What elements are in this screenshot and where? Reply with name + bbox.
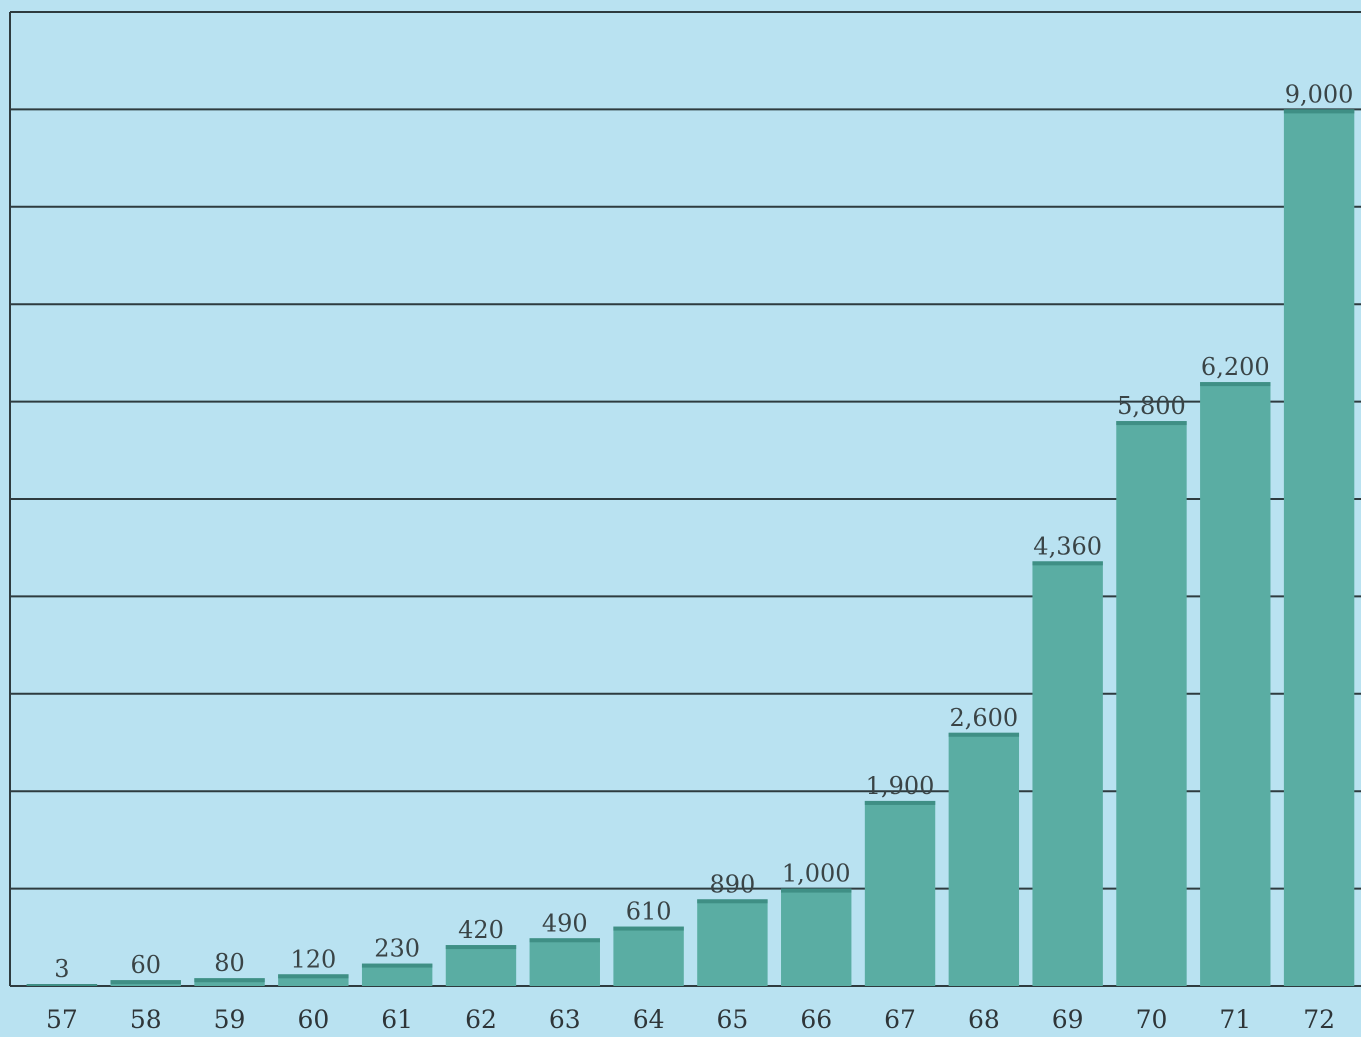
bar-71 <box>1200 382 1271 986</box>
value-label-61: 230 <box>374 935 420 963</box>
bar-top-edge <box>1200 382 1271 387</box>
x-tick-label-59: 59 <box>214 1005 246 1032</box>
bar-65 <box>697 899 768 986</box>
x-tick-label-62: 62 <box>465 1005 497 1032</box>
bar-top-edge <box>1116 421 1187 426</box>
bar-62 <box>445 945 517 986</box>
bar-64 <box>613 926 684 986</box>
value-label-71: 6,200 <box>1201 353 1270 381</box>
value-label-57: 3 <box>54 955 69 983</box>
x-tick-label-70: 70 <box>1136 1005 1168 1032</box>
value-labels: 3 60 80 120 230 420 490 610 890 1,000 1,900 2,600 4,… <box>54 80 1353 983</box>
bar-top-edge <box>26 984 98 986</box>
value-label-63: 490 <box>542 909 588 937</box>
x-tick-label-57: 57 <box>46 1005 78 1032</box>
value-label-64: 610 <box>626 898 672 926</box>
x-tick-labels: 57 58 59 60 61 62 63 64 65 66 67 68 69 70 71 72 <box>46 1005 1335 1034</box>
value-label-65: 890 <box>710 870 756 898</box>
bar-top-edge <box>445 945 517 950</box>
bar-top-edge <box>529 938 600 943</box>
x-tick-label-61: 61 <box>381 1005 413 1032</box>
value-label-72: 9,000 <box>1285 80 1354 108</box>
bar-63 <box>529 938 600 986</box>
value-label-67: 1,900 <box>866 772 935 800</box>
bar-top-edge <box>1032 561 1103 566</box>
value-label-60: 120 <box>290 945 336 973</box>
value-label-66: 1,000 <box>782 860 851 888</box>
bar-68 <box>948 732 1020 986</box>
bar-72 <box>1283 109 1355 986</box>
bar-top-edge <box>194 978 265 983</box>
bar-top-edge <box>110 980 181 985</box>
bar-top-edge <box>697 899 768 904</box>
bar-66 <box>781 888 852 986</box>
bar-top-edge <box>613 926 684 931</box>
value-label-58: 60 <box>130 951 161 979</box>
x-tick-label-69: 69 <box>1052 1005 1084 1032</box>
value-label-70: 5,800 <box>1117 392 1186 420</box>
bar-70 <box>1116 421 1187 987</box>
bar-top-edge <box>781 888 852 893</box>
bar-top-edge <box>361 963 433 968</box>
x-tick-label-65: 65 <box>717 1005 749 1032</box>
x-tick-label-71: 71 <box>1219 1005 1251 1032</box>
bar-top-edge <box>864 800 936 805</box>
bars <box>26 109 1355 987</box>
bar-top-edge <box>948 732 1020 737</box>
value-label-68: 2,600 <box>949 704 1018 732</box>
x-tick-label-64: 64 <box>633 1005 665 1032</box>
gridlines <box>9 11 1361 987</box>
bar-61 <box>361 963 433 986</box>
x-tick-label-58: 58 <box>130 1005 162 1032</box>
x-tick-label-68: 68 <box>968 1005 1000 1032</box>
value-label-62: 420 <box>458 916 504 944</box>
x-tick-label-72: 72 <box>1303 1005 1335 1032</box>
bar-top-edge <box>278 974 349 979</box>
value-label-69: 4,360 <box>1033 532 1102 560</box>
x-tick-label-66: 66 <box>800 1005 832 1032</box>
x-tick-label-67: 67 <box>884 1005 916 1032</box>
x-tick-label-60: 60 <box>297 1005 329 1032</box>
value-label-59: 80 <box>214 949 245 977</box>
bar-60 <box>278 974 349 986</box>
bar-top-edge <box>1283 109 1355 114</box>
bar-67 <box>864 800 936 986</box>
bar-69 <box>1032 561 1103 986</box>
x-tick-label-63: 63 <box>549 1005 581 1032</box>
